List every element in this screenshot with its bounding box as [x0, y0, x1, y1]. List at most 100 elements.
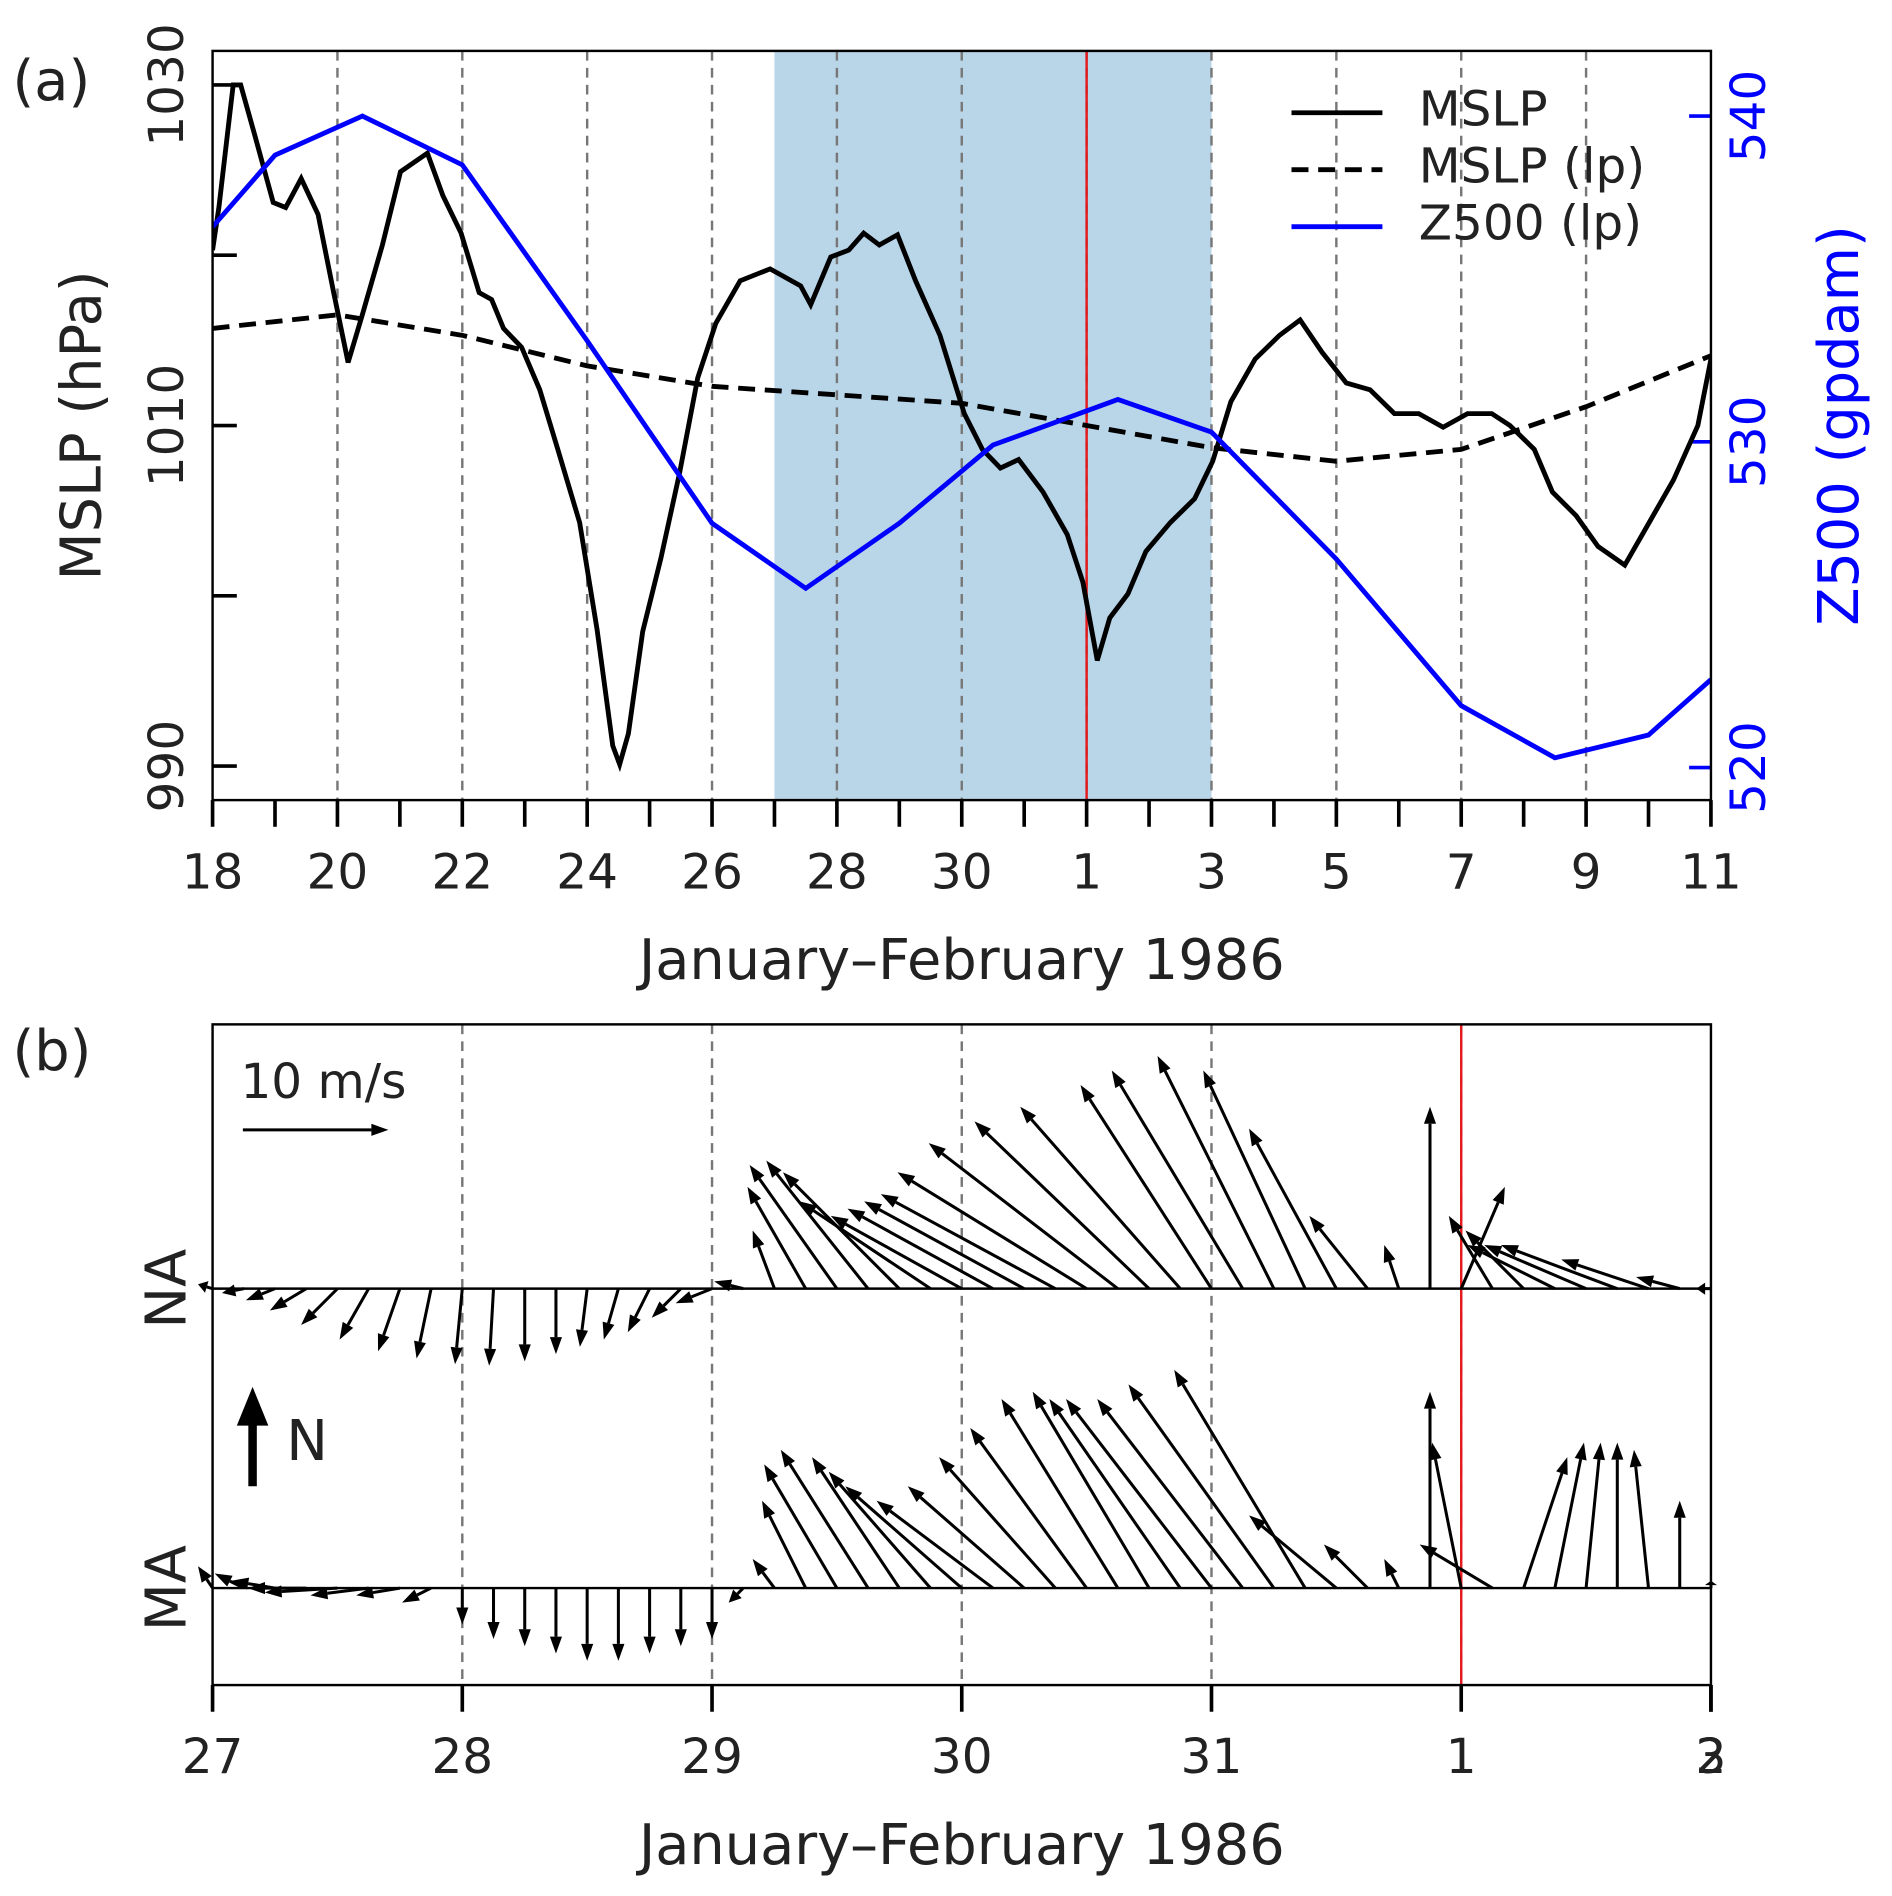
arrow-head — [847, 1208, 866, 1223]
arrow-shaft — [771, 1478, 839, 1589]
arrow-head — [1080, 1084, 1095, 1103]
wind-arrow — [1203, 1070, 1307, 1290]
arrow-shaft — [1106, 1411, 1244, 1590]
x-tick-label: 5 — [1321, 844, 1352, 900]
arrow-head — [928, 1143, 946, 1159]
y-tick-label: 990 — [139, 720, 195, 813]
arrow-shaft — [1334, 1555, 1369, 1590]
arrow-shaft — [281, 1586, 338, 1593]
arrow-head — [549, 1636, 563, 1654]
arrow-head — [876, 1500, 894, 1516]
x-tick-label: 30 — [931, 1729, 993, 1785]
north-label: N — [286, 1409, 328, 1474]
arrow-shaft — [662, 1287, 682, 1307]
arrow-shaft — [1522, 1472, 1564, 1589]
arrow-shaft — [941, 1152, 1119, 1290]
wind-arrow — [764, 1464, 839, 1589]
arrow-shaft — [979, 1440, 1088, 1589]
arrow-head — [1423, 1391, 1437, 1409]
panel-label: (b) — [13, 1019, 92, 1084]
x-tick-label: 28 — [806, 844, 868, 900]
wind-arrow — [766, 1160, 870, 1290]
wind-arrow — [1500, 1245, 1618, 1291]
arrow-head — [1066, 1398, 1082, 1417]
arrow-head — [414, 1340, 426, 1359]
wind-arrow — [1553, 1442, 1587, 1589]
arrow-shaft — [607, 1288, 620, 1324]
arrow-head — [1429, 1442, 1442, 1461]
north-head — [236, 1386, 269, 1426]
x-tick-label: 24 — [556, 844, 618, 900]
arrow-head — [799, 1201, 818, 1216]
wind-arrow — [245, 1287, 276, 1301]
wind-arrow — [602, 1288, 620, 1340]
arrow-shaft — [878, 1208, 1025, 1290]
arrow-shaft — [1482, 1251, 1556, 1291]
wind-arrow — [1584, 1442, 1605, 1589]
arrow-shaft — [416, 1586, 432, 1597]
row-label: MA — [134, 1545, 199, 1631]
arrow-shaft — [820, 1470, 901, 1589]
arrow-shaft — [1255, 1142, 1338, 1290]
wind-arrow — [1383, 1245, 1401, 1290]
arrow-head — [1611, 1442, 1624, 1460]
arrow-head — [1020, 1106, 1037, 1124]
arrow-head — [939, 1457, 955, 1474]
arrow-head — [812, 1457, 827, 1475]
arrow-head — [575, 1329, 589, 1347]
wind-arrow — [1097, 1398, 1244, 1590]
wind-arrow — [799, 1201, 932, 1290]
arrow-head — [1384, 1558, 1398, 1577]
arrow-head — [612, 1643, 625, 1661]
wind-arrow — [264, 1585, 338, 1598]
arrow-head — [487, 1622, 500, 1639]
arrow-shaft — [1553, 1458, 1583, 1589]
panel-label: (a) — [13, 49, 91, 114]
wind-arrow — [1696, 1282, 1711, 1295]
arrow-head — [1249, 1515, 1266, 1531]
wind-arrow — [1484, 1245, 1587, 1291]
arrow-shaft — [889, 1509, 994, 1590]
arrow-shaft — [283, 1287, 308, 1304]
arrow-head — [1032, 1391, 1047, 1410]
arrow-head — [1574, 1442, 1587, 1461]
x-tick-label: 18 — [182, 844, 244, 900]
arrow-shaft — [1456, 1229, 1494, 1290]
wind-arrow — [939, 1457, 1057, 1590]
arrow-shaft — [1433, 1551, 1494, 1590]
arrow-shaft — [761, 1571, 776, 1589]
x-tick-label: 3 — [1696, 1729, 1727, 1785]
arrow-head — [1484, 1245, 1503, 1258]
arrow-head — [780, 1449, 796, 1468]
arrow-shaft — [382, 1288, 402, 1336]
arrow-head — [518, 1344, 531, 1362]
wind-arrow — [549, 1288, 563, 1355]
x-axis-label: January–February 1986 — [636, 1813, 1285, 1878]
arrow-head — [1323, 1544, 1341, 1561]
wind-arrow — [627, 1287, 651, 1333]
wind-arrow — [1423, 1106, 1437, 1289]
arrow-shaft — [1634, 1466, 1651, 1589]
arrow-shaft — [1476, 1241, 1525, 1290]
arrow-shaft — [736, 1587, 745, 1595]
arrow-head — [651, 1301, 669, 1318]
arrow-head — [339, 1321, 354, 1340]
arrow-shaft — [418, 1288, 433, 1343]
y2-tick-label: 530 — [1721, 396, 1777, 489]
arrow-head — [752, 1230, 765, 1249]
arrow-head — [450, 1346, 463, 1365]
wind-arrow — [643, 1588, 656, 1654]
arrow-head — [245, 1288, 264, 1301]
arrow-head — [549, 1337, 563, 1355]
arrow-head — [377, 1333, 390, 1352]
series-line — [212, 82, 1711, 773]
wind-arrow — [812, 1457, 901, 1589]
plot-frame — [211, 1023, 1713, 1687]
arrow-shaft — [788, 1463, 870, 1589]
x-tick-label: 30 — [931, 844, 993, 900]
wind-arrow — [487, 1588, 500, 1639]
arrow-head — [248, 1582, 266, 1595]
y-tick-label: 1030 — [139, 23, 195, 146]
x-tick-label: 3 — [1196, 844, 1227, 900]
x-tick-label: 20 — [307, 844, 369, 900]
